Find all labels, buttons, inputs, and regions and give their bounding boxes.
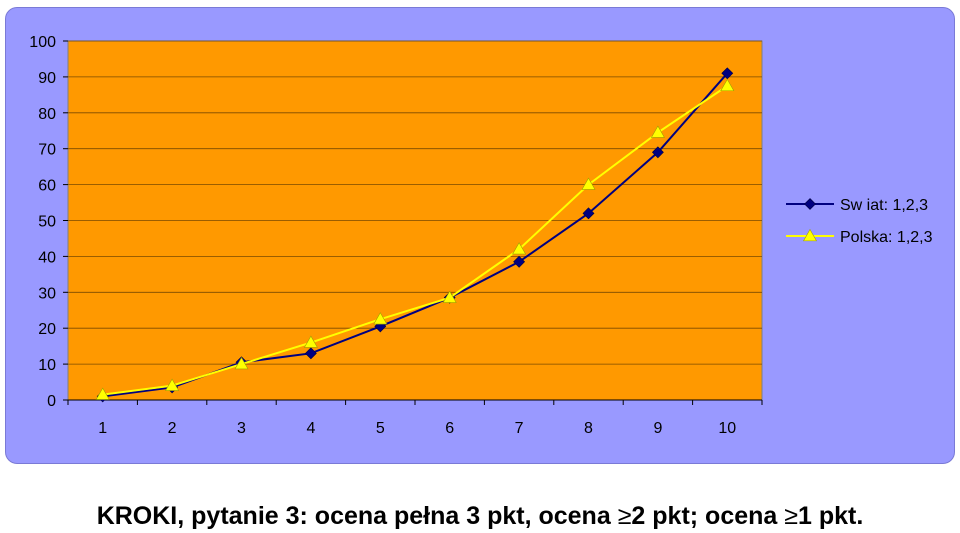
x-tick-label: 7 [515, 420, 524, 437]
data-point [581, 177, 596, 190]
series-line [102, 85, 728, 396]
data-point [512, 242, 527, 255]
gridlines [63, 40, 763, 405]
data-point [234, 356, 249, 370]
x-tick-label: 9 [653, 420, 662, 437]
x-tick-label: 4 [306, 420, 315, 437]
legend-label: Polska: 1,2,3 [840, 229, 933, 246]
data-point [373, 312, 388, 325]
data-point [95, 387, 110, 400]
x-tick-label: 6 [445, 420, 454, 437]
data-point [582, 207, 595, 220]
x-tick-label: 1 [98, 420, 107, 437]
x-axis-tick-labels: 1 2 3 4 5 6 7 8 9 10 [98, 420, 736, 437]
y-axis-tick-labels: 0 10 20 30 40 50 60 70 80 90 100 [29, 34, 56, 410]
x-tick-label: 10 [718, 420, 736, 437]
caption: KROKI, pytanie 3: ocena pełna 3 pkt, oce… [0, 500, 960, 533]
y-tick-label: 20 [38, 321, 56, 338]
y-tick-label: 80 [38, 106, 56, 123]
y-tick-label: 30 [38, 285, 56, 302]
y-tick-label: 50 [38, 214, 56, 231]
caption-text-3: 1 pkt. [797, 502, 864, 530]
y-tick-label: 10 [38, 357, 56, 374]
data-point [651, 146, 664, 159]
legend-item-2: Polska: 1,2,3 [786, 228, 933, 246]
y-tick-label: 0 [47, 393, 56, 410]
legend-marker [802, 228, 818, 242]
legend: Sw iat: 1,2,3 Polska: 1,2,3 [786, 197, 933, 246]
series-layer [95, 67, 735, 403]
data-point [442, 290, 457, 303]
legend-marker [804, 198, 816, 210]
data-point [720, 78, 735, 92]
data-point [513, 255, 526, 268]
x-tick-label: 5 [376, 420, 385, 437]
data-point [303, 335, 318, 348]
x-tick-label: 8 [584, 420, 593, 437]
ge-symbol: ≥ [617, 502, 632, 530]
x-tick-label: 3 [237, 420, 246, 437]
data-point [304, 347, 317, 360]
data-point [650, 125, 665, 138]
x-tick-label: 2 [168, 420, 177, 437]
data-point [165, 378, 180, 391]
caption-text-2: 2 pkt; ocena [631, 502, 785, 530]
caption-text-1: KROKI, pytanie 3: ocena pełna 3 pkt, oce… [96, 502, 618, 530]
y-tick-label: 40 [38, 249, 56, 266]
series-2 [95, 78, 735, 400]
y-tick-label: 60 [38, 178, 56, 195]
ge-symbol: ≥ [784, 502, 798, 530]
line-chart: 0 10 20 30 40 50 60 70 80 90 100 1 2 3 4 5 6 7 8 9 10 Sw ia… [29, 34, 933, 437]
y-tick-label: 70 [38, 142, 56, 159]
legend-label: Sw iat: 1,2,3 [840, 197, 928, 214]
y-tick-label: 100 [29, 34, 56, 51]
y-tick-label: 90 [38, 70, 56, 87]
legend-item-1: Sw iat: 1,2,3 [786, 197, 928, 214]
